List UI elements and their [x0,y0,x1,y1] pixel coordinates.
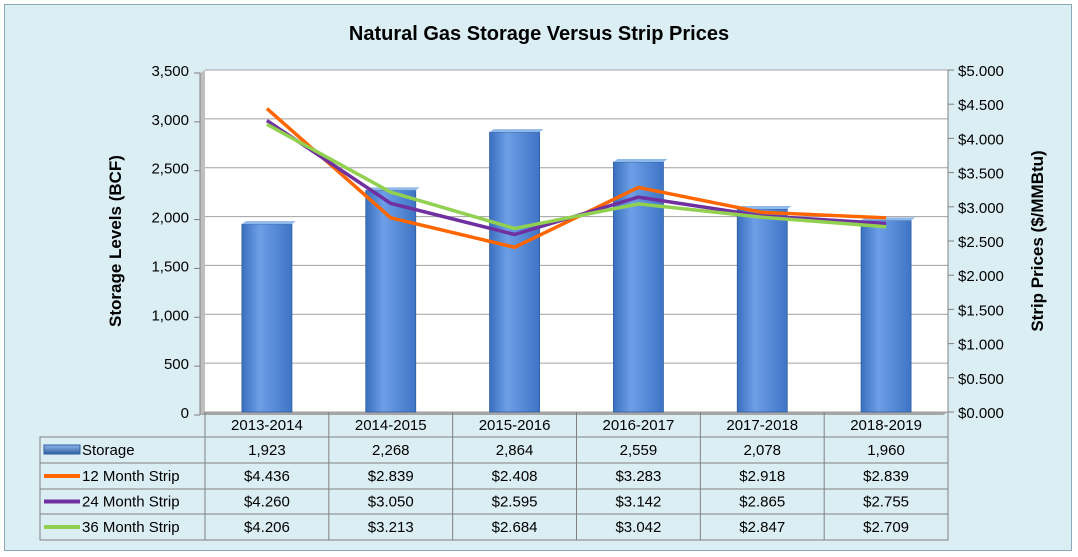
legend-label: 12 Month Strip [82,468,180,485]
table-cell: $3.042 [615,519,661,536]
table-cell: $2.918 [739,468,785,485]
bar-top [365,187,420,191]
y-tick-label: 1,000 [151,307,189,324]
legend-label: 24 Month Strip [82,494,180,511]
table-cell: $2.839 [863,468,909,485]
y-tick-label: 1,500 [151,258,189,275]
table-cell: 2,268 [372,442,410,459]
side-wall [200,70,205,415]
y2-tick-label: $1.500 [958,302,1004,319]
y-tick-label: 500 [164,356,189,373]
y2-tick-label: $1.000 [958,337,1004,354]
y2-tick-label: $3.000 [958,200,1004,217]
y-axis-label: Storage Levels (BCF) [106,155,125,327]
bar-storage [736,208,788,413]
x-category-label: 2014-2015 [355,417,427,434]
table-cell: $4.206 [244,519,290,536]
table-cell: $4.436 [244,468,290,485]
table-cell: $3.283 [615,468,661,485]
y2-tick-label: $4.500 [958,97,1004,114]
x-category-label: 2015-2016 [479,417,551,434]
legend-key-storage [43,444,81,455]
y-tick-label: 3,500 [151,63,189,80]
table-cell: $3.142 [615,494,661,511]
table-cell: $2.865 [739,494,785,511]
y-tick-label: 3,000 [151,112,189,129]
table-cell: $2.755 [863,494,909,511]
table-cell: $2.847 [739,519,785,536]
chart-title: Natural Gas Storage Versus Strip Prices [349,23,729,45]
y-tick-label: 2,500 [151,161,189,178]
table-cell: 2,559 [620,442,658,459]
table-cell: 2,078 [743,442,781,459]
x-category-label: 2018-2019 [850,417,922,434]
table-cell: $3.213 [368,519,414,536]
y2-tick-label: $5.000 [958,63,1004,80]
plot-area [205,70,948,412]
table-cell: $2.595 [492,494,538,511]
y2-tick-label: $4.000 [958,131,1004,148]
table-cell: $2.709 [863,519,909,536]
y2-tick-label: $2.000 [958,268,1004,285]
table-cell: 2,864 [496,442,534,459]
y2-tick-label: $2.500 [958,234,1004,251]
y-tick-label: 2,000 [151,210,189,227]
bar-storage [860,220,912,413]
floor [200,412,948,415]
line-36-month-strip [266,122,887,231]
table-cell: $2.839 [368,468,414,485]
legend-label: Storage [82,442,135,459]
y2-tick-label: $0.000 [958,405,1004,422]
legend-label: 36 Month Strip [82,519,180,536]
table-cell: 1,960 [867,442,905,459]
table-cell: $4.260 [244,494,290,511]
bar-top [737,205,792,209]
table-cell: $2.408 [492,468,538,485]
bar-storage [241,223,293,413]
bar-storage [489,131,540,413]
x-category-label: 2016-2017 [603,417,675,434]
x-category-label: 2013-2014 [231,417,303,434]
bar-top [613,158,668,162]
x-category-label: 2017-2018 [726,417,798,434]
table-cell: $2.684 [492,519,538,536]
y-tick-label: 0 [181,405,189,422]
table-cell: $3.050 [368,494,414,511]
bar-top [241,221,296,225]
y2-tick-label: $3.500 [958,166,1004,183]
table-cell: 1,923 [248,442,286,459]
bar-top [489,129,544,133]
y2-tick-label: $0.500 [958,371,1004,388]
y2-axis-label: Strip Prices ($/MMBtu) [1028,150,1047,331]
